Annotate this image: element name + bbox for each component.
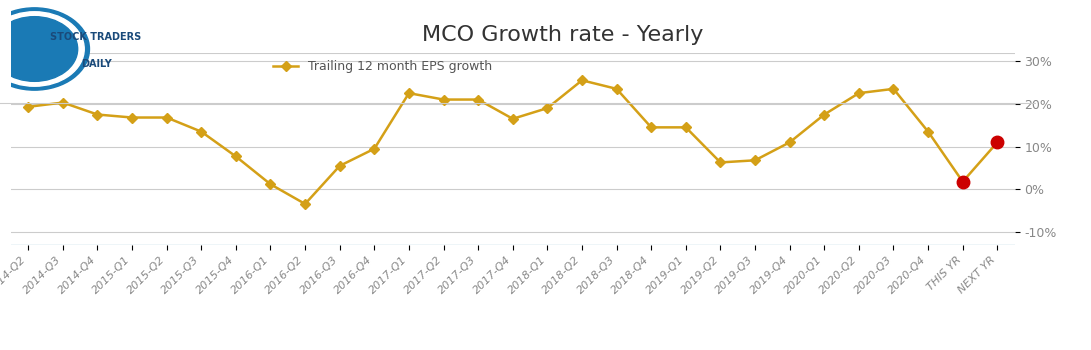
Circle shape: [0, 12, 84, 86]
Title: MCO Growth rate - Yearly: MCO Growth rate - Yearly: [422, 26, 704, 46]
Circle shape: [0, 17, 77, 81]
Circle shape: [0, 8, 89, 90]
Legend: Trailing 12 month EPS growth: Trailing 12 month EPS growth: [268, 55, 497, 78]
Text: STOCK TRADERS: STOCK TRADERS: [50, 32, 142, 42]
Text: DAILY: DAILY: [81, 59, 111, 69]
